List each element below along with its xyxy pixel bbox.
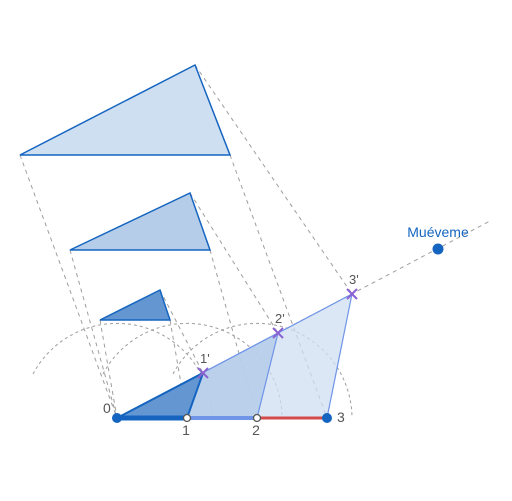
mark-3p bbox=[347, 289, 357, 299]
axis-point-2 bbox=[254, 415, 261, 422]
axis-point-1 bbox=[184, 415, 191, 422]
axis-label-1: 1 bbox=[182, 422, 190, 438]
mark-label-3p: 3' bbox=[349, 272, 359, 287]
axis-point-3[interactable] bbox=[323, 414, 332, 423]
geometry-canvas: 0 1 2 3 1' 2' 3' Muéveme bbox=[0, 0, 512, 501]
axis-point-0[interactable] bbox=[113, 414, 122, 423]
draggable-label: Muéveme bbox=[407, 224, 469, 240]
axis-label-3: 3 bbox=[337, 409, 345, 425]
draggable-point[interactable] bbox=[433, 244, 443, 254]
mark-label-1p: 1' bbox=[200, 351, 210, 366]
stacked-triangle-large bbox=[20, 65, 230, 155]
axis-label-2: 2 bbox=[252, 422, 260, 438]
axis-label-0: 0 bbox=[103, 400, 111, 416]
stacked-triangle-medium bbox=[70, 193, 210, 250]
projected-triangle-1 bbox=[117, 373, 203, 418]
stacked-triangle-small bbox=[100, 290, 170, 320]
mark-label-2p: 2' bbox=[275, 311, 285, 326]
